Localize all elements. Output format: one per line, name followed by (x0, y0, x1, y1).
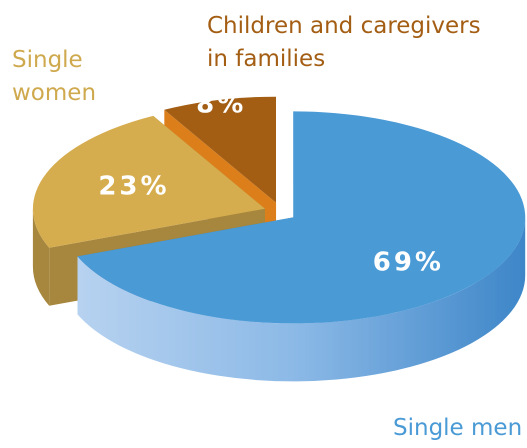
slice (77, 111, 526, 324)
slice-outer-side (32, 208, 50, 306)
slice (32, 115, 265, 248)
category-label: Single women (12, 47, 97, 106)
value-label: 8% (196, 90, 246, 120)
slice (164, 96, 277, 203)
category-label: Children and caregivers in families (207, 13, 481, 72)
value-label: 23% (98, 172, 169, 202)
slice-outer-side (77, 217, 526, 382)
value-label: 69% (373, 248, 444, 278)
category-label: Single men (393, 415, 523, 441)
